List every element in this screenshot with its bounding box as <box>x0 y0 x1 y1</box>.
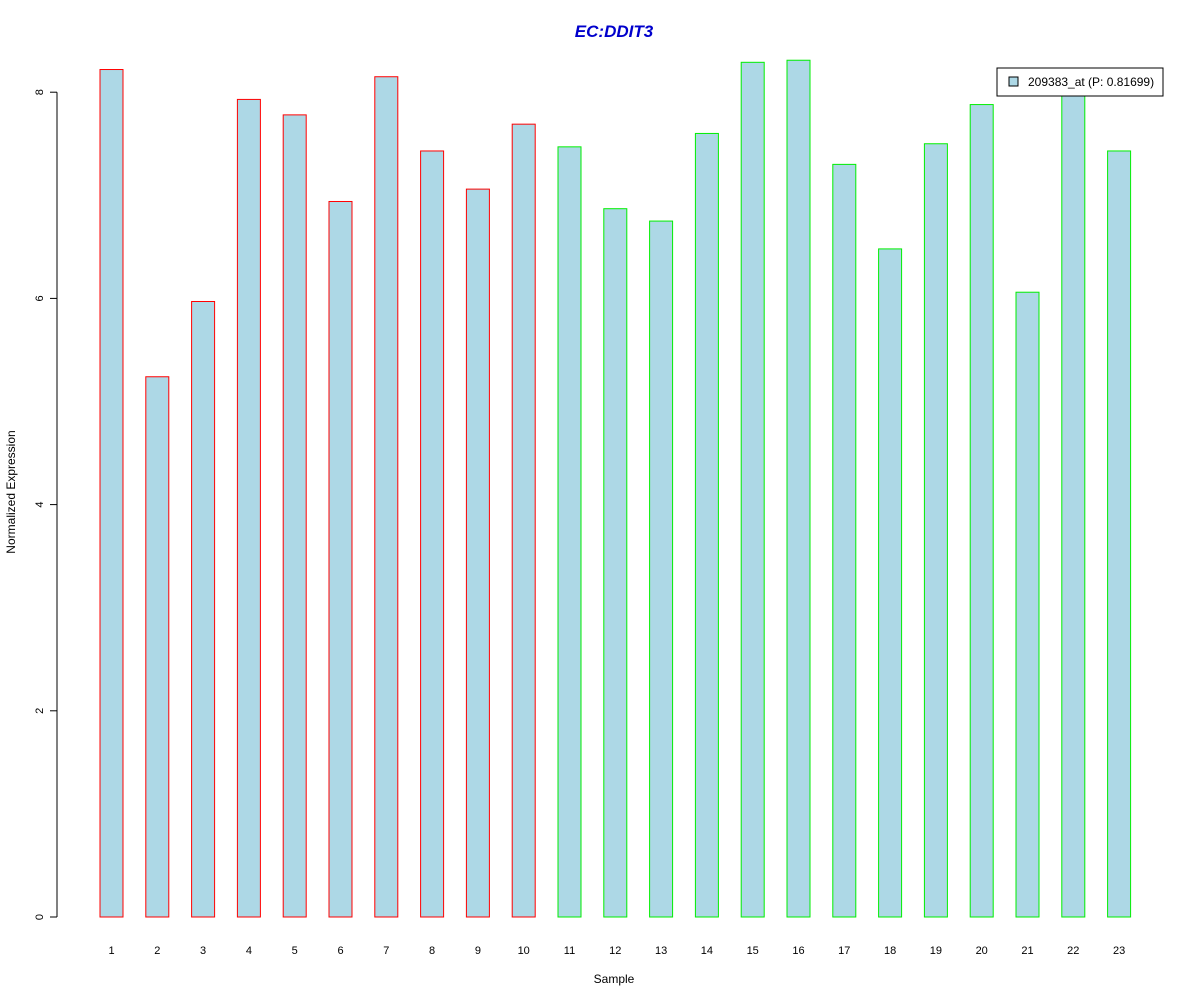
bar-sample-8 <box>420 150 445 918</box>
x-axis-title: Sample <box>594 972 635 986</box>
bar-sample-10 <box>511 123 536 918</box>
bar-sample-12 <box>603 208 628 918</box>
x-tick-label: 2 <box>154 945 160 957</box>
bar-sample-19 <box>923 143 948 918</box>
x-tick-label: 21 <box>1021 945 1033 957</box>
x-tick-label: 12 <box>609 945 621 957</box>
x-tick-label: 20 <box>976 945 988 957</box>
legend-swatch <box>1008 76 1019 87</box>
x-tick-label: 6 <box>337 945 343 957</box>
x-tick-label: 11 <box>564 945 575 957</box>
x-tick-label: 22 <box>1067 945 1079 957</box>
bar-sample-9 <box>465 188 490 918</box>
y-tick-label: 8 <box>34 89 46 95</box>
bar-sample-22 <box>1061 89 1086 918</box>
bar-sample-20 <box>969 104 994 918</box>
bar-sample-17 <box>832 163 857 918</box>
x-tick-label: 18 <box>884 945 896 957</box>
x-tick-label: 13 <box>655 945 667 957</box>
y-axis-title: Normalized Expression <box>4 430 18 553</box>
bar-sample-5 <box>282 114 307 918</box>
bar-sample-7 <box>374 76 399 918</box>
bar-sample-23 <box>1107 150 1132 918</box>
bar-sample-16 <box>786 59 811 918</box>
bar-sample-15 <box>740 61 765 918</box>
bar-sample-18 <box>878 248 903 918</box>
x-tick-label: 23 <box>1113 945 1125 957</box>
y-tick-label: 4 <box>34 502 46 508</box>
x-tick-label: 9 <box>475 945 481 957</box>
x-tick-label: 19 <box>930 945 942 957</box>
bar-sample-11 <box>557 146 582 918</box>
y-tick-label: 0 <box>34 914 46 920</box>
x-tick-label: 14 <box>701 945 713 957</box>
x-tick-label: 7 <box>383 945 389 957</box>
x-tick-label: 1 <box>108 945 114 957</box>
y-tick-label: 6 <box>34 295 46 301</box>
bar-sample-21 <box>1015 291 1040 918</box>
x-tick-label: 3 <box>200 945 206 957</box>
x-tick-label: 10 <box>518 945 530 957</box>
bar-sample-4 <box>236 98 261 918</box>
y-axis: 0 2 4 6 8 <box>34 89 58 920</box>
x-tick-label: 15 <box>747 945 759 957</box>
bar-sample-6 <box>328 200 353 918</box>
x-tick-labels: 1 2 3 4 5 6 7 8 9 10 11 12 13 14 15 16 17 18 19 20 21 22 23 <box>108 945 1125 957</box>
x-tick-label: 4 <box>246 945 252 957</box>
legend-box <box>996 67 1164 97</box>
bar-sample-14 <box>694 132 719 918</box>
chart-title: EC:DDIT3 <box>575 22 654 41</box>
bar-sample-13 <box>649 220 674 918</box>
x-tick-label: 16 <box>792 945 804 957</box>
bars-group <box>99 59 1132 918</box>
legend: 209383_at (P: 0.81699) <box>996 67 1164 97</box>
bar-sample-2 <box>145 376 170 918</box>
x-tick-label: 17 <box>838 945 850 957</box>
x-tick-label: 8 <box>429 945 435 957</box>
x-tick-label: 5 <box>292 945 298 957</box>
legend-label: 209383_at (P: 0.81699) <box>1028 75 1154 89</box>
bar-sample-3 <box>191 300 216 918</box>
y-tick-label: 2 <box>34 708 46 714</box>
bar-sample-1 <box>99 69 124 918</box>
